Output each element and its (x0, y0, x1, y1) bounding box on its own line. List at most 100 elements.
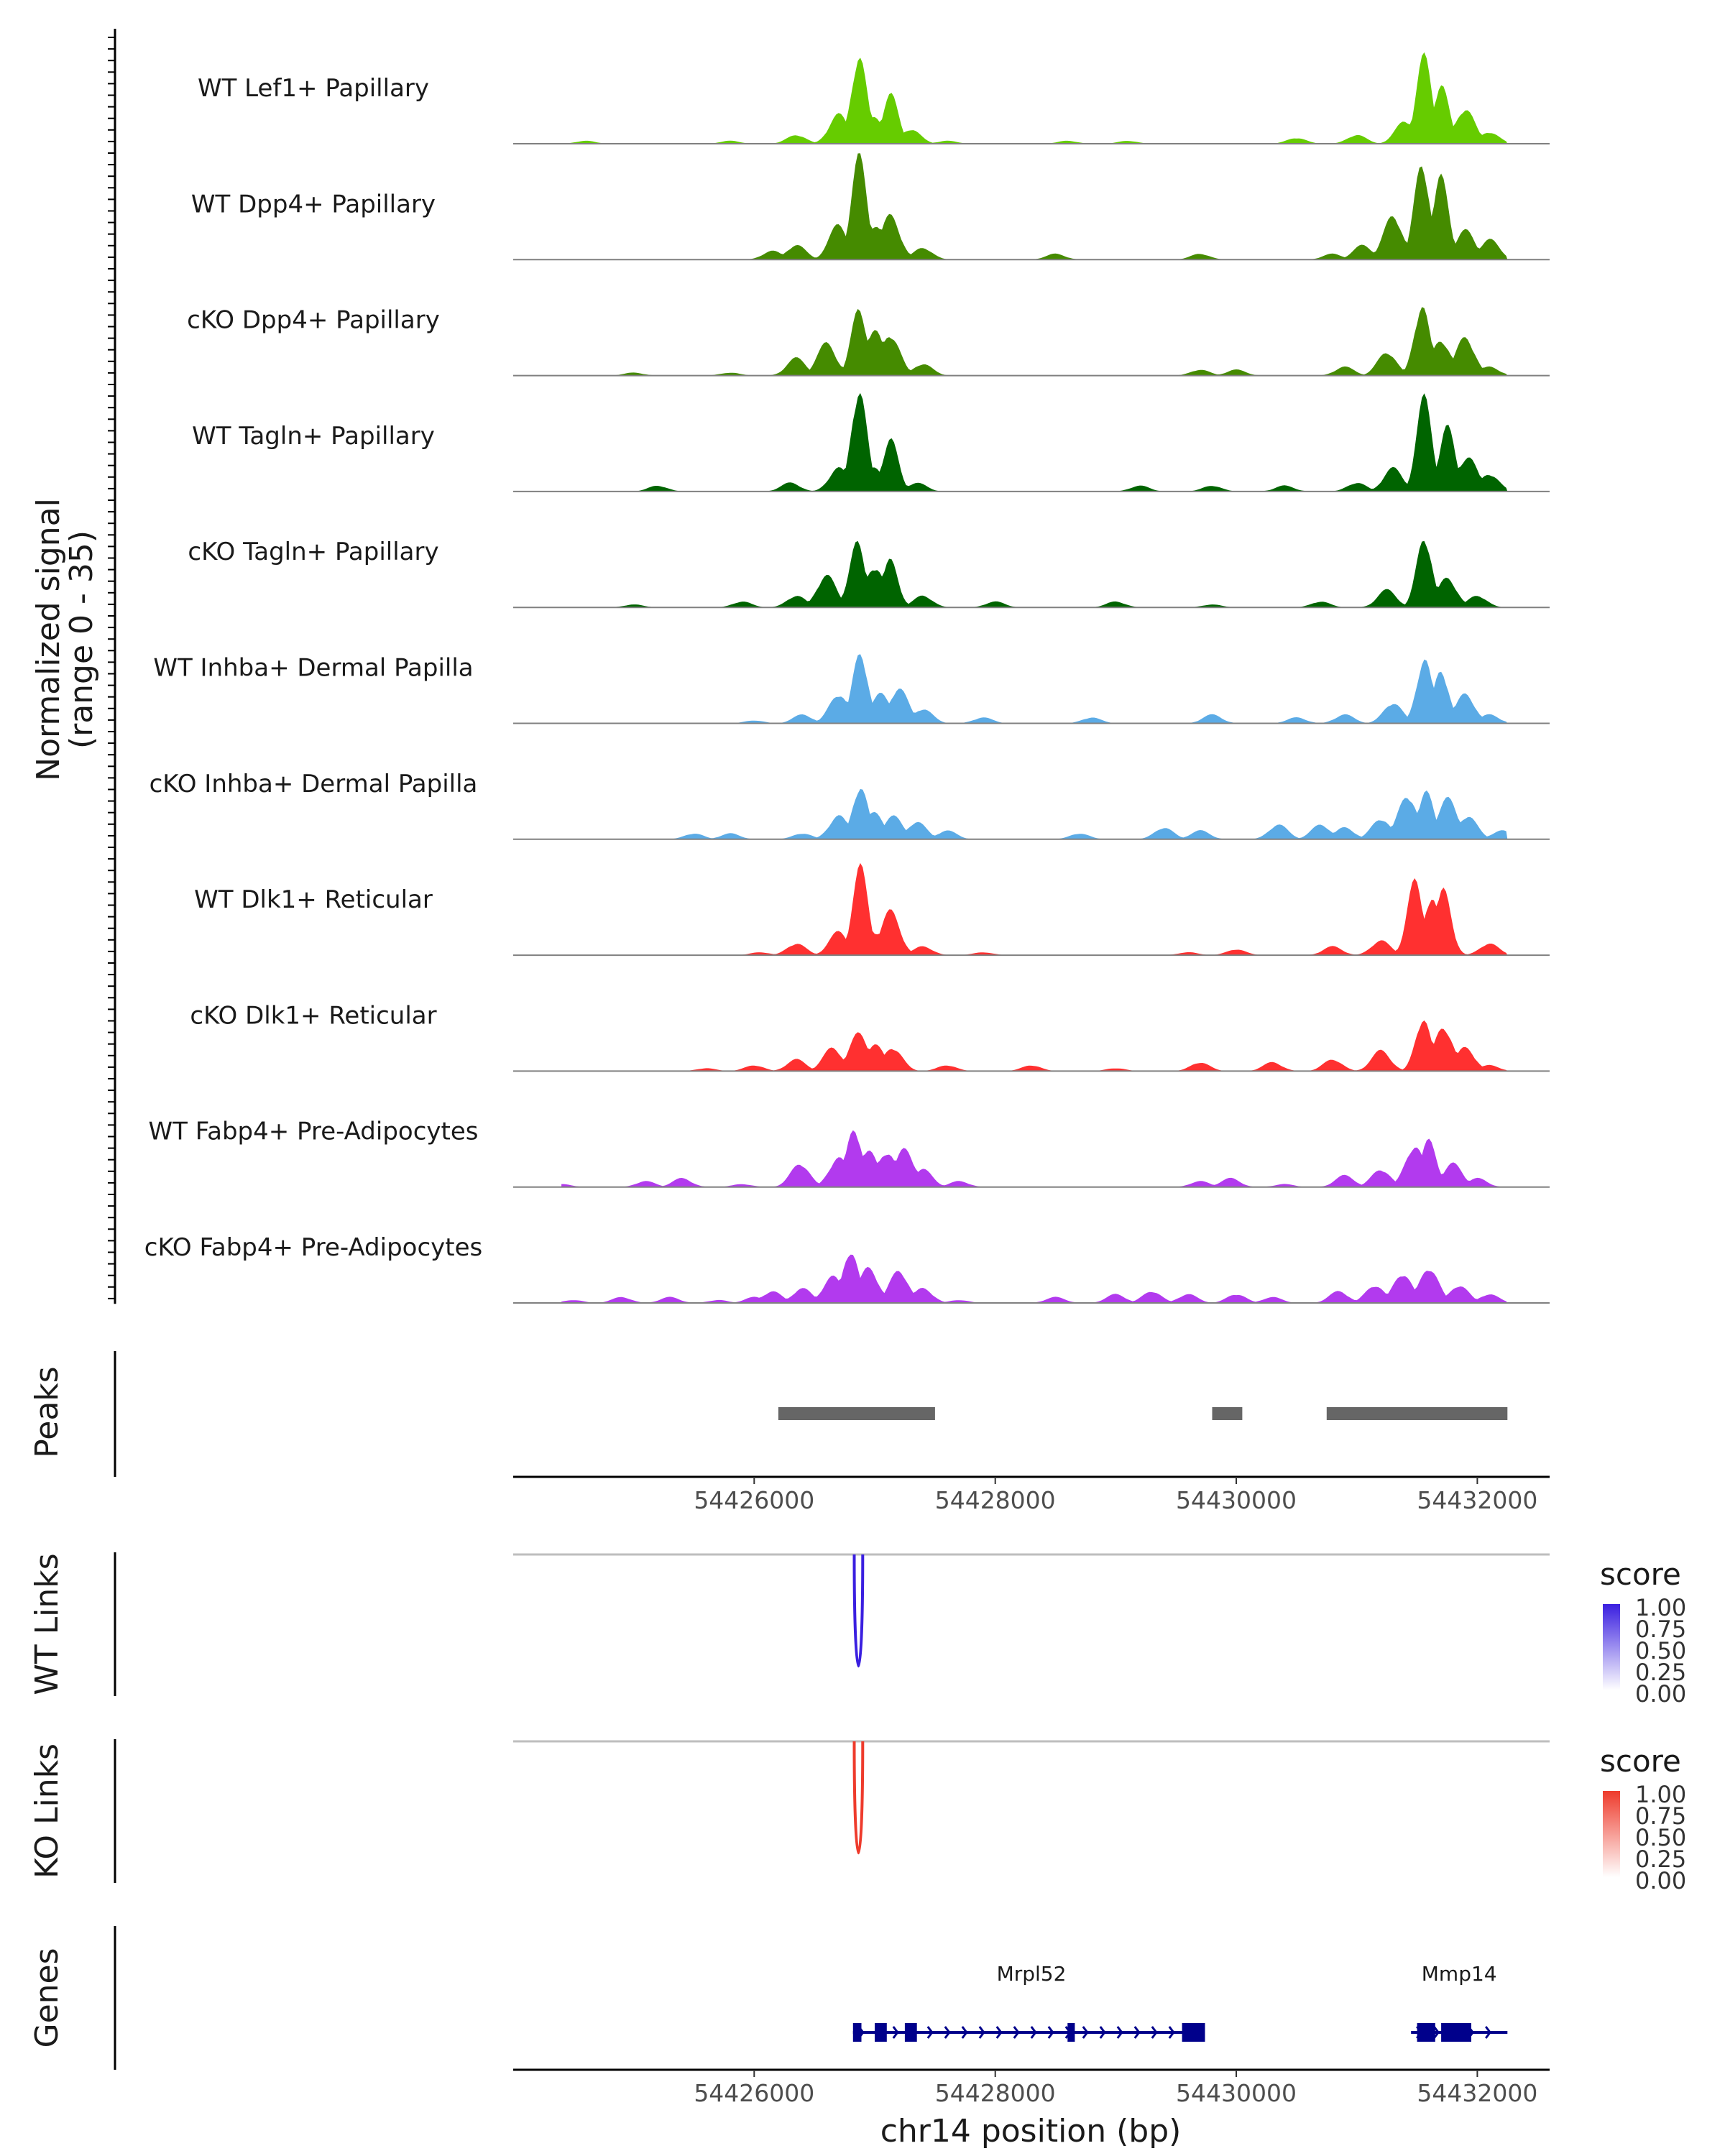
coverage-area (561, 392, 1508, 492)
peak-interval (1212, 1407, 1243, 1420)
ko-legend-tick: 0.75 (1635, 1802, 1686, 1830)
strand-arrow (1082, 2026, 1089, 2039)
strand-arrow (926, 2026, 934, 2039)
peak-interval (778, 1407, 935, 1420)
gene-exon (1441, 2023, 1471, 2042)
wt-legend-colorbar (1603, 1604, 1620, 1690)
x-axis-tick-label: 54430000 (1176, 1486, 1297, 1514)
ko-legend-tick: 0.00 (1635, 1867, 1686, 1894)
gene-model: Mmp14 (1411, 1962, 1508, 2042)
coverage-area (561, 307, 1508, 376)
track-8: WT Dlk1+ Reticular (194, 862, 1550, 957)
x-axis-tick-label: 54426000 (694, 2079, 814, 2107)
strand-arrow (1133, 2026, 1141, 2039)
genes-track: Genes Mrpl52 Mmp14 (29, 1926, 1508, 2070)
gene-exon (852, 2023, 862, 2042)
coverage-area (561, 153, 1508, 260)
track-3: cKO Dpp4+ Papillary (187, 306, 1550, 377)
track-label: WT Lef1+ Papillary (198, 74, 429, 103)
x-axis-bottom: 54426000 54428000 54430000 54432000 (513, 2068, 1550, 2107)
x-axis-tick-label: 54430000 (1176, 2079, 1297, 2107)
ko-legend-title: score (1600, 1743, 1681, 1779)
coverage-area (561, 52, 1508, 144)
strand-arrow (1151, 2026, 1158, 2039)
ko-legend-tick: 0.25 (1635, 1846, 1686, 1873)
peaks-track-label: Peaks (29, 1366, 65, 1457)
link-arc (852, 1741, 865, 1854)
track-4: WT Tagln+ Papillary (192, 392, 1550, 492)
coverage-area (561, 1130, 1508, 1187)
track-label: cKO Dlk1+ Reticular (190, 1001, 436, 1030)
strand-arrow (1047, 2026, 1054, 2039)
gene-exon (875, 2023, 887, 2042)
track-label: WT Fabp4+ Pre-Adipocytes (149, 1118, 479, 1146)
wt-legend-tick: 0.75 (1635, 1616, 1686, 1643)
strand-arrow (1013, 2026, 1020, 2039)
coverage-area (561, 1020, 1508, 1072)
strand-arrow (978, 2026, 985, 2039)
x-axis-tick-label: 54432000 (1417, 2079, 1537, 2107)
x-axis-top: 54426000 54428000 54430000 54432000 (513, 1475, 1550, 1514)
y-axis-label-line1: Normalized signal (30, 498, 67, 781)
track-2: WT Dpp4+ Papillary (191, 153, 1550, 261)
strand-arrow (892, 2026, 899, 2039)
x-axis-title: chr14 position (bp) (880, 2113, 1182, 2150)
wt-legend-title: score (1600, 1557, 1681, 1592)
x-axis-tick-label: 54426000 (694, 1486, 814, 1514)
gene-exon (1067, 2023, 1075, 2042)
track-1: WT Lef1+ Papillary (198, 52, 1550, 144)
strand-arrow (944, 2026, 951, 2039)
track-label: WT Dlk1+ Reticular (194, 885, 433, 914)
wt-legend-tick: 0.00 (1635, 1680, 1686, 1708)
ko-links-track: KO Links (29, 1739, 1550, 1883)
wt-links-score-legend: score 1.00 0.75 0.50 0.25 0.00 (1600, 1557, 1686, 1708)
y-axis-label: Normalized signal (range 0 - 35) (30, 498, 100, 781)
x-axis-tick-label: 54428000 (935, 1486, 1056, 1514)
strand-arrow (961, 2026, 968, 2039)
wt-legend-tick: 1.00 (1635, 1594, 1686, 1621)
wt-legend-tick: 0.25 (1635, 1659, 1686, 1686)
ko-links-track-label: KO Links (29, 1743, 65, 1879)
track-10: WT Fabp4+ Pre-Adipocytes (149, 1118, 1550, 1188)
strand-arrow (1168, 2026, 1175, 2039)
gene-exon (1417, 2023, 1435, 2042)
ko-links-score-legend: score 1.00 0.75 0.50 0.25 0.00 (1600, 1743, 1686, 1894)
track-6: WT Inhba+ Dermal Papilla (153, 654, 1550, 724)
ko-legend-tick: 0.50 (1635, 1824, 1686, 1851)
coverage-area (561, 654, 1508, 724)
link-arc (852, 1554, 865, 1667)
wt-legend-tick: 0.50 (1635, 1637, 1686, 1664)
gene-exon (1182, 2023, 1205, 2042)
ko-legend-colorbar (1603, 1791, 1620, 1877)
track-label: cKO Fabp4+ Pre-Adipocytes (144, 1233, 483, 1262)
strand-arrow (1433, 2026, 1440, 2039)
track-7: cKO Inhba+ Dermal Papilla (150, 770, 1550, 840)
peak-interval (1326, 1407, 1508, 1420)
coverage-area (561, 540, 1508, 608)
gene-exon (904, 2023, 917, 2042)
wt-links-track-label: WT Links (29, 1553, 65, 1695)
gene-model: Mrpl52 (852, 1962, 1205, 2042)
peaks-track: Peaks (29, 1351, 1508, 1477)
wt-links-track: WT Links (29, 1552, 1550, 1696)
coverage-area (561, 862, 1508, 956)
coverage-tracks: WT Lef1+ Papillary WT Dpp4+ Papillary cKO … (108, 29, 1550, 1304)
gene-name-label: Mmp14 (1422, 1962, 1497, 1986)
track-11: cKO Fabp4+ Pre-Adipocytes (144, 1233, 1550, 1304)
x-axis-tick-label: 54428000 (935, 2079, 1056, 2107)
track-label: WT Tagln+ Papillary (192, 422, 435, 451)
strand-arrow (995, 2026, 1003, 2039)
coverage-area (561, 1254, 1508, 1303)
strand-arrow (1030, 2026, 1037, 2039)
coverage-area (561, 788, 1508, 839)
strand-arrow (1485, 2026, 1492, 2039)
track-9: cKO Dlk1+ Reticular (190, 1001, 1550, 1072)
strand-arrow (1099, 2026, 1106, 2039)
track-5: cKO Tagln+ Papillary (188, 538, 1550, 609)
track-label: cKO Tagln+ Papillary (188, 538, 438, 566)
strand-arrow (1116, 2026, 1123, 2039)
track-label: WT Dpp4+ Papillary (191, 190, 436, 218)
x-axis-tick-label: 54432000 (1417, 1486, 1537, 1514)
track-label: WT Inhba+ Dermal Papilla (153, 654, 473, 683)
